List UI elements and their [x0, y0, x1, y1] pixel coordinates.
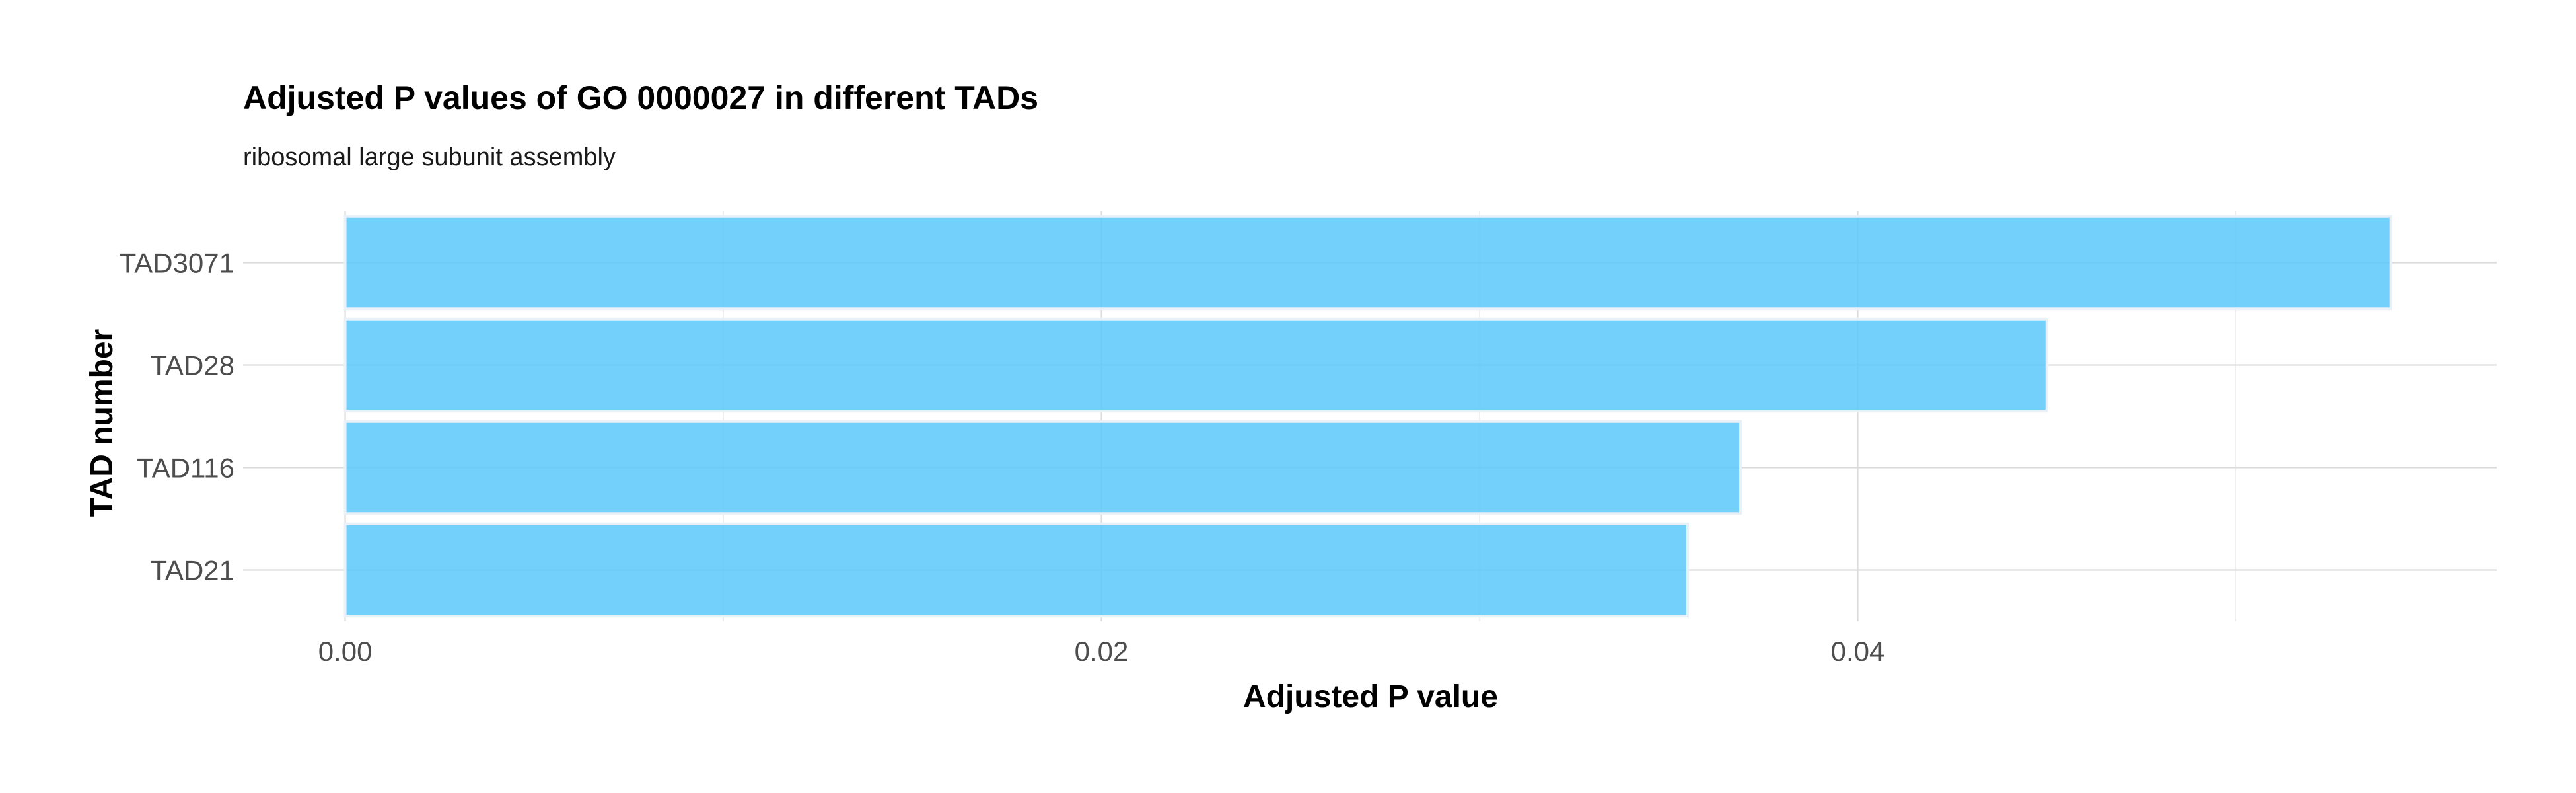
y-axis-title: TAD number	[85, 329, 120, 517]
x-tick-label: 0.04	[1831, 636, 1885, 667]
y-tick-labels: TAD3071 TAD28 TAD116 TAD21	[120, 248, 234, 586]
y-tick-label: TAD3071	[120, 248, 234, 279]
x-tick-label: 0.02	[1075, 636, 1129, 667]
bar-tad28	[343, 317, 2048, 413]
chart-subtitle: ribosomal large subunit assembly	[243, 143, 616, 171]
bars	[343, 215, 2392, 618]
y-tick-label: TAD116	[137, 453, 234, 484]
y-tick-label: TAD28	[150, 350, 234, 381]
bar-tad3071	[343, 215, 2392, 311]
x-tick-label: 0.00	[318, 636, 373, 667]
y-tick-label: TAD21	[150, 555, 234, 586]
bar-tad116	[343, 420, 1742, 515]
bar-tad21	[343, 522, 1689, 618]
x-axis-title: Adjusted P value	[1243, 679, 1498, 714]
x-tick-labels: 0.00 0.02 0.04	[318, 636, 1885, 667]
chart-title: Adjusted P values of GO 0000027 in diffe…	[243, 79, 1038, 116]
